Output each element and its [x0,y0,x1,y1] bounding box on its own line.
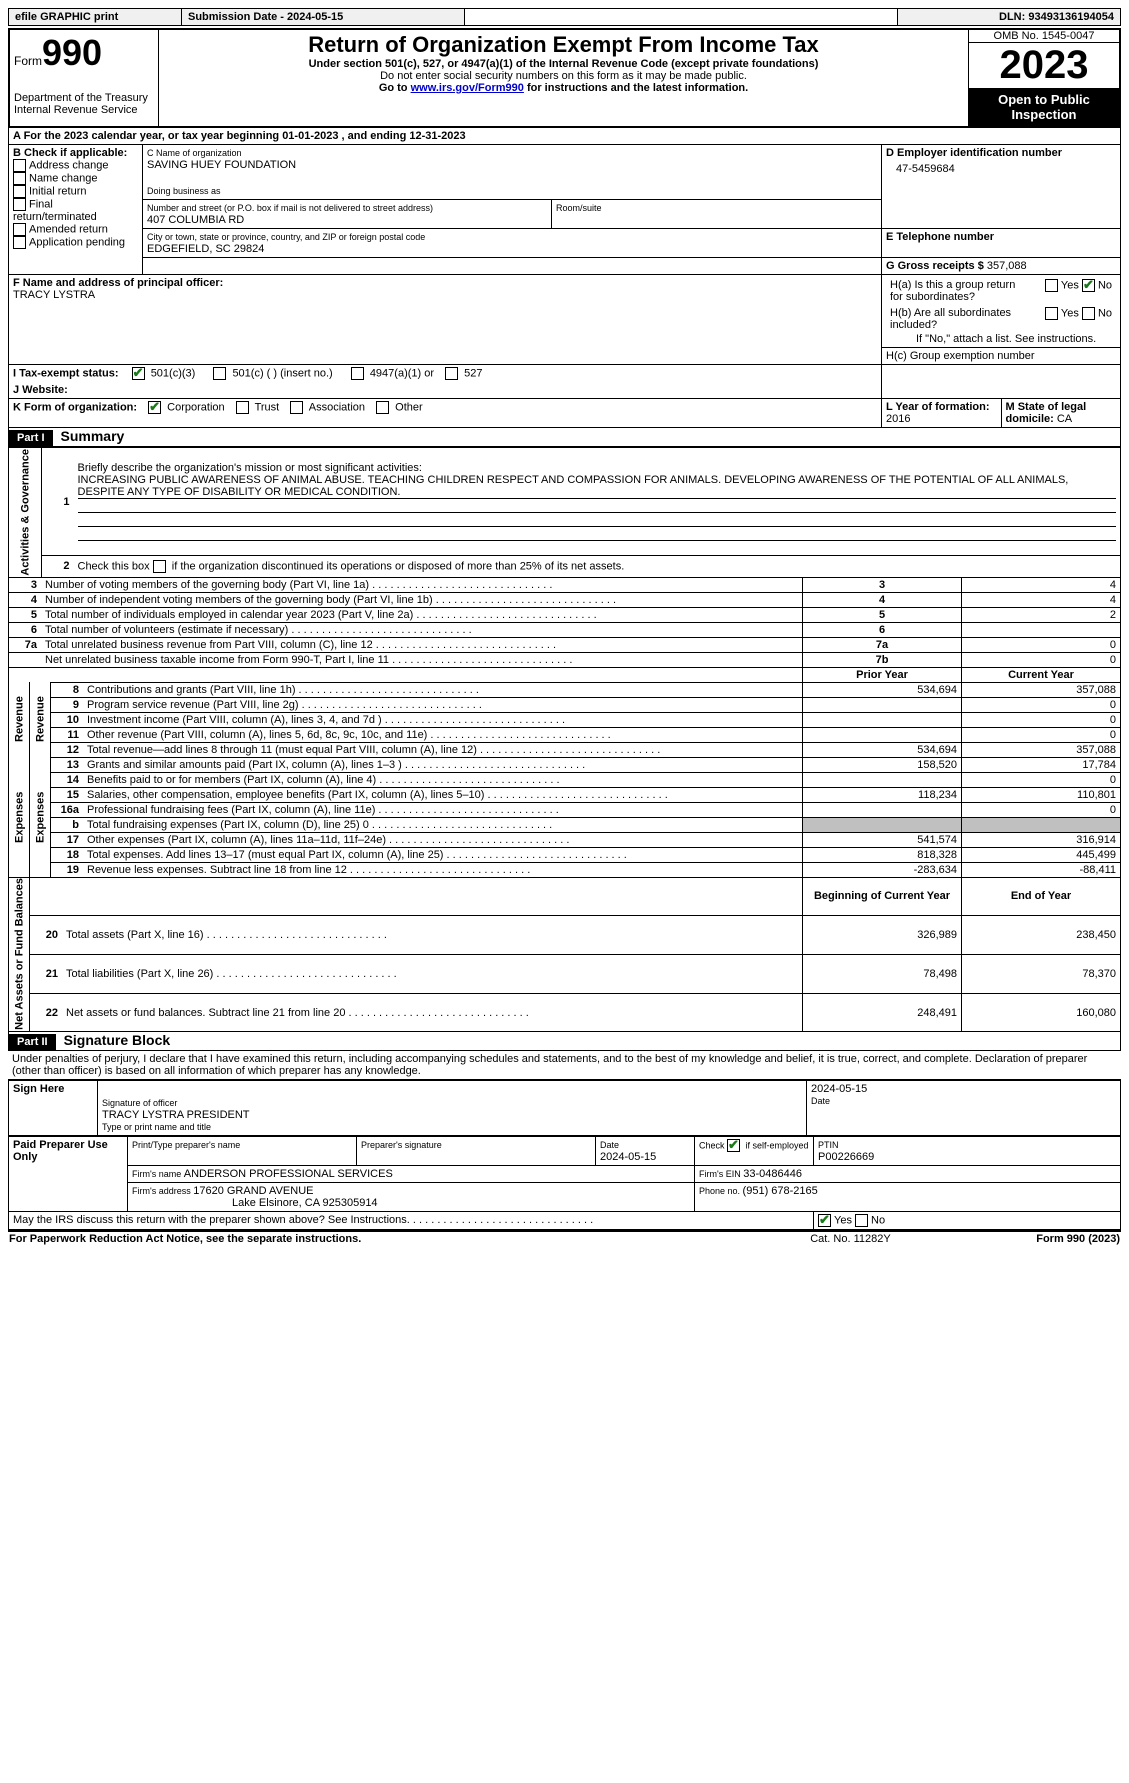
f-label: F Name and address of principal officer: [13,277,223,289]
ptin: P00226669 [818,1151,874,1163]
signature-table: Sign Here Signature of officerTRACY LYST… [8,1079,1121,1136]
cb-hb-no[interactable] [1082,307,1095,320]
cb-assoc[interactable] [290,401,303,414]
c-name-label: C Name of organization [147,148,242,158]
b-label: B Check if applicable: [13,147,127,159]
j-label: J Website: [13,384,68,396]
declaration: Under penalties of perjury, I declare th… [8,1051,1121,1079]
street-label: Number and street (or P.O. box if mail i… [147,203,433,213]
room-label: Room/suite [556,203,602,213]
dept-treasury: Department of the Treasury [14,92,154,104]
sign-here: Sign Here [9,1080,98,1136]
i-label: I Tax-exempt status: [13,367,119,379]
omb-number: OMB No. 1545-0047 [969,30,1119,43]
cb-ha-no[interactable] [1082,279,1095,292]
cb-ha-yes[interactable] [1045,279,1058,292]
cb-final-return[interactable] [13,198,26,211]
line1-text: INCREASING PUBLIC AWARENESS OF ANIMAL AB… [78,474,1117,499]
ha-label: H(a) Is this a group return for subordin… [890,279,1015,303]
footer: For Paperwork Reduction Act Notice, see … [8,1230,1121,1246]
discuss-label: May the IRS discuss this return with the… [13,1214,410,1226]
topbar: efile GRAPHIC print Submission Date - 20… [8,8,1121,26]
cb-amended-return[interactable] [13,223,26,236]
f-name: TRACY LYSTRA [13,289,95,301]
form-header: Form990 Department of the Treasury Inter… [8,28,1121,128]
firm-ein: 33-0486446 [743,1168,802,1180]
part1-expenses: ExpensesExpenses13 Grants and similar am… [8,757,1121,878]
cb-discuss-yes[interactable] [818,1214,831,1227]
cb-name-change[interactable] [13,172,26,185]
firm-phone: (951) 678-2165 [743,1185,818,1197]
paid-preparer: Paid Preparer Use Only [9,1137,128,1212]
cb-trust[interactable] [236,401,249,414]
city-label: City or town, state or province, country… [147,232,425,242]
cb-address-change[interactable] [13,159,26,172]
g-label: G Gross receipts $ [886,260,987,272]
cb-corp[interactable] [148,401,161,414]
street: 407 COLUMBIA RD [147,214,244,226]
cb-self-employed[interactable] [727,1139,740,1152]
cb-discuss-no[interactable] [855,1214,868,1227]
form-label: Form [14,54,42,68]
g-val: 357,088 [987,260,1027,272]
part2-header: Part IISignature Block [8,1032,1121,1051]
part1-revenue: RevenueRevenue8 Contributions and grants… [8,682,1121,758]
form-number: 990 [42,32,102,73]
org-name: SAVING HUEY FOUNDATION [147,159,296,171]
line1-label: Briefly describe the organization's miss… [78,462,422,474]
submission-date: Submission Date - 2024-05-15 [182,9,465,26]
hc-label: H(c) Group exemption number [886,350,1035,362]
firm-name: ANDERSON PROFESSIONAL SERVICES [184,1168,393,1180]
dba-label: Doing business as [147,186,221,196]
cb-line2[interactable] [153,560,166,573]
k-label: K Form of organization: [13,401,137,413]
ein: 47-5459684 [886,159,1116,175]
cb-4947[interactable] [351,367,364,380]
officer-name: TRACY LYSTRA PRESIDENT [102,1109,250,1121]
part1-header: Part ISummary [8,428,1121,447]
irs: Internal Revenue Service [14,104,154,116]
subtitle2: Do not enter social security numbers on … [163,70,964,82]
part1-table: Activities & Governance 1 Briefly descri… [8,447,1121,683]
efile-btn[interactable]: efile GRAPHIC print [9,9,182,26]
sign-date: 2024-05-15 [811,1083,1116,1095]
hb-note: If "No," attach a list. See instructions… [886,333,1116,345]
hb-label: H(b) Are all subordinates included? [890,307,1011,331]
cb-application-pending[interactable] [13,236,26,249]
subtitle3: Go to www.irs.gov/Form990 for instructio… [163,82,964,94]
preparer-table: Paid Preparer Use Only Print/Type prepar… [8,1136,1121,1230]
firm-addr: 17620 GRAND AVENUE [193,1185,313,1197]
tax-year: 2023 [969,43,1119,88]
cb-501c3[interactable] [132,367,145,380]
part1-netassets: Net Assets or Fund BalancesBeginning of … [8,877,1121,1033]
open-to-public: Open to Public Inspection [969,88,1119,126]
section-a-table: B Check if applicable: Address change Na… [8,144,1121,428]
subtitle1: Under section 501(c), 527, or 4947(a)(1)… [163,58,964,70]
d-label: D Employer identification number [886,147,1062,159]
irs-link[interactable]: www.irs.gov/Form990 [411,82,524,94]
cb-501c[interactable] [213,367,226,380]
cb-initial-return[interactable] [13,185,26,198]
dln: DLN: 93493136194054 [898,9,1121,26]
e-label: E Telephone number [886,231,994,243]
vlabel-gov: Activities & Governance [9,448,42,578]
form-title: Return of Organization Exempt From Incom… [163,32,964,58]
cb-527[interactable] [445,367,458,380]
city: EDGEFIELD, SC 29824 [147,243,264,255]
line-a: A For the 2023 calendar year, or tax yea… [8,128,1121,144]
cb-hb-yes[interactable] [1045,307,1058,320]
cb-other[interactable] [376,401,389,414]
